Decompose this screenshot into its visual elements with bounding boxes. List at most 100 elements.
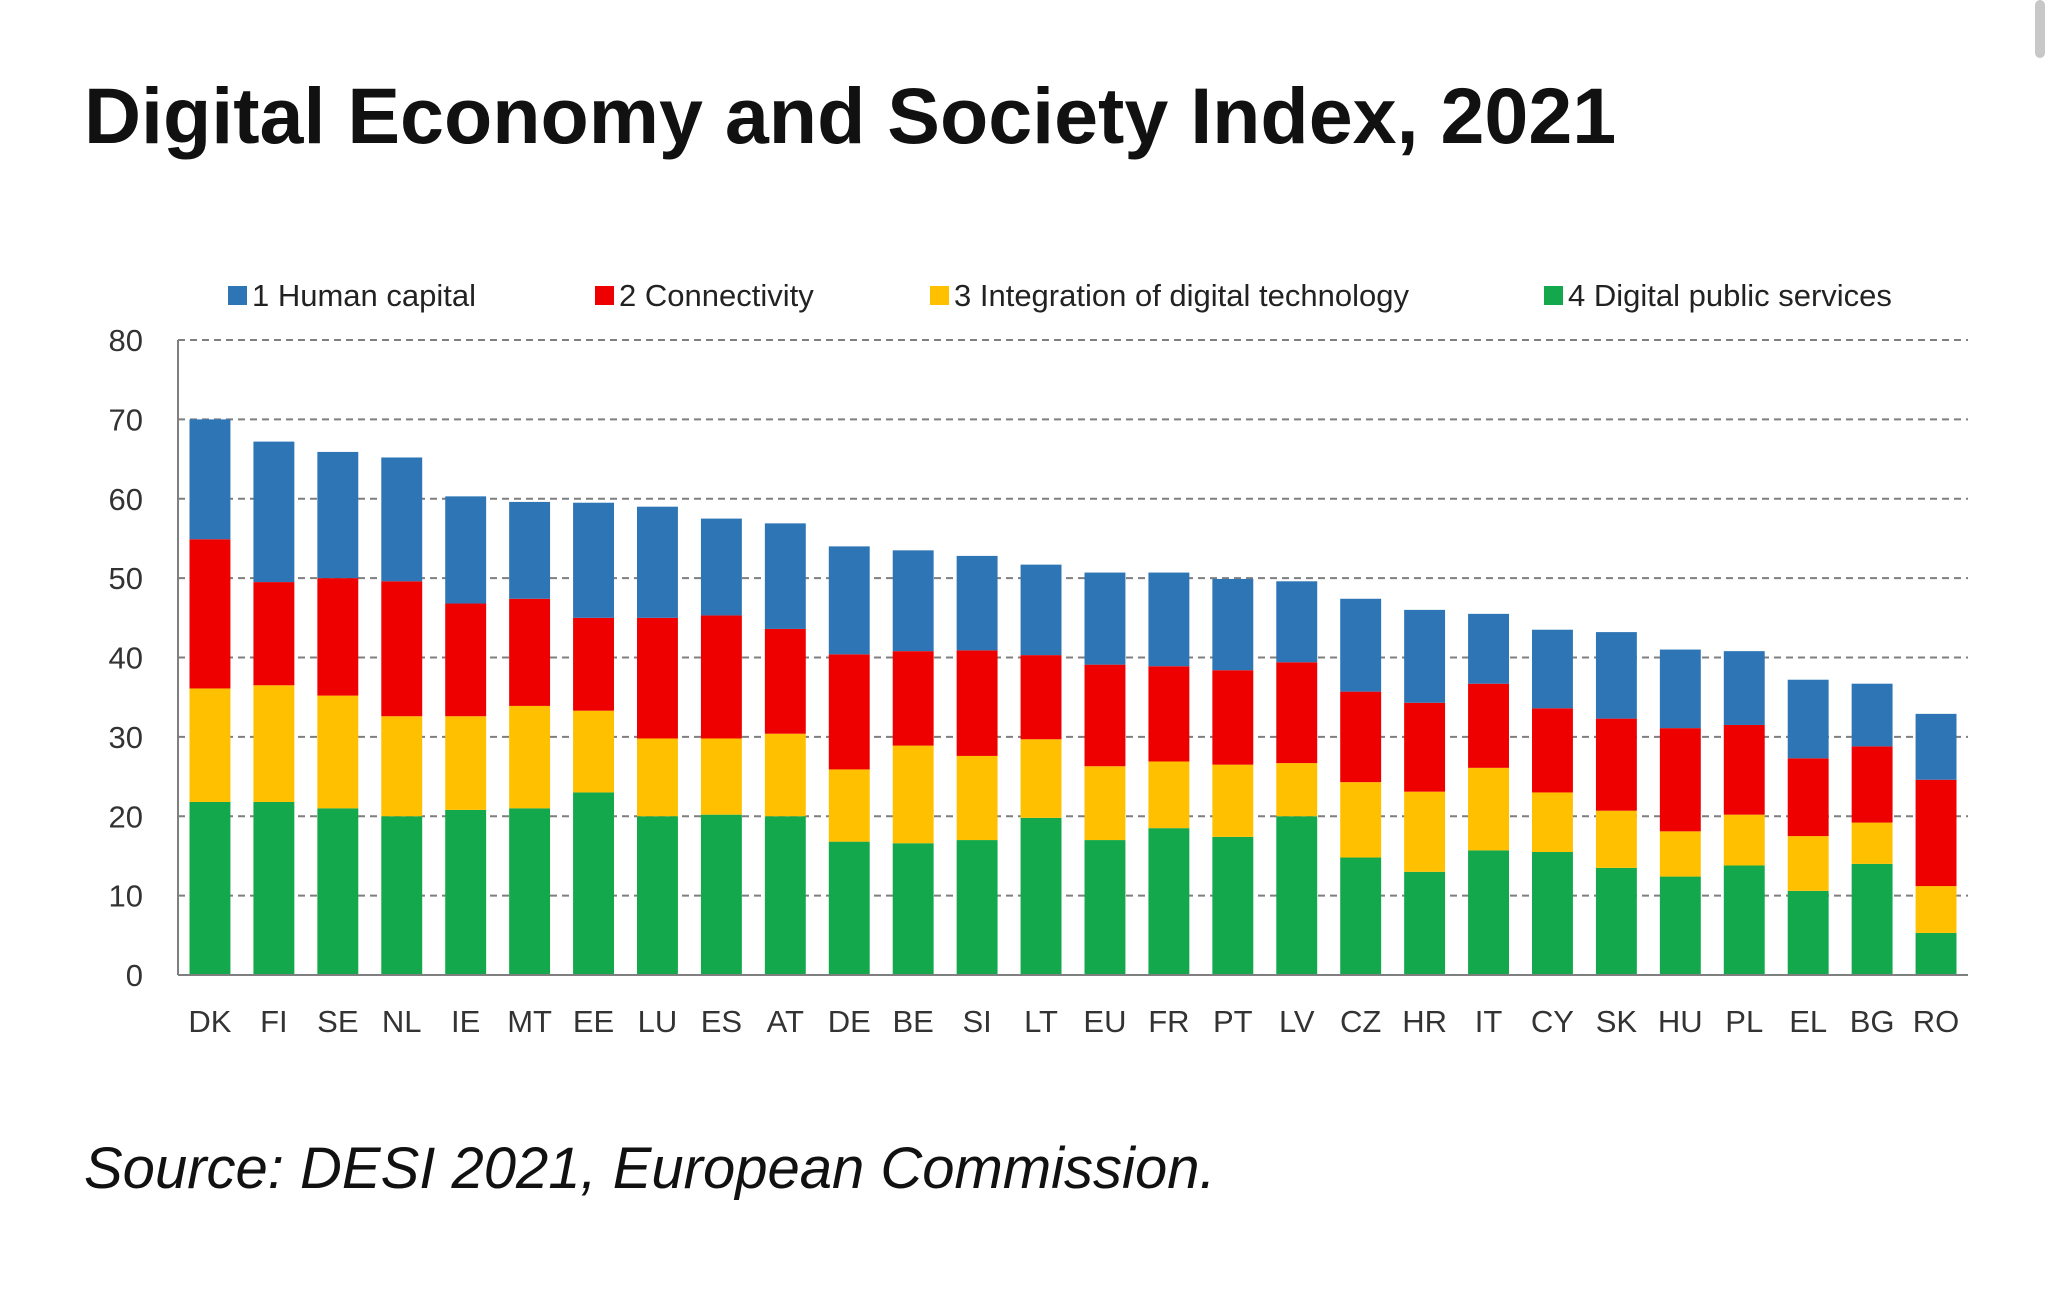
bar-segment xyxy=(381,816,423,975)
x-tick-label: EL xyxy=(1789,1004,1827,1039)
bar-segment xyxy=(1468,767,1509,851)
bar-segment xyxy=(1212,670,1254,765)
bar-segment xyxy=(509,501,551,599)
bar-segment xyxy=(1404,791,1446,872)
legend-label: 4 Digital public services xyxy=(1568,278,1892,313)
x-tick-label: AT xyxy=(767,1004,804,1039)
bar-segment xyxy=(445,809,487,975)
bar-segment xyxy=(317,451,359,579)
bar-segment xyxy=(1340,782,1382,858)
bar-segment xyxy=(573,792,614,975)
x-tick-label: HU xyxy=(1658,1004,1703,1039)
bar-segment xyxy=(700,814,742,975)
bar-segment xyxy=(1020,564,1062,656)
x-tick-label: RO xyxy=(1913,1004,1960,1039)
x-tick-label: IE xyxy=(451,1004,480,1039)
y-tick-label: 30 xyxy=(109,720,143,755)
bar-segment xyxy=(956,840,998,975)
bar-stack-lv xyxy=(1276,581,1318,975)
bar-segment xyxy=(637,617,678,739)
bar-segment xyxy=(764,523,806,629)
bar-segment xyxy=(1212,836,1254,975)
legend-item: 1 Human capital xyxy=(228,278,476,313)
legend-swatch xyxy=(930,286,949,305)
y-tick-label: 80 xyxy=(109,323,143,358)
x-tick-label: LT xyxy=(1024,1004,1058,1039)
chart-bars xyxy=(189,419,1957,975)
bar-segment xyxy=(1084,840,1126,975)
x-tick-label: CZ xyxy=(1340,1004,1381,1039)
bar-segment xyxy=(1020,655,1062,740)
bar-segment xyxy=(573,502,614,618)
bar-segment xyxy=(892,550,934,652)
bar-segment xyxy=(509,705,551,809)
y-tick-label: 50 xyxy=(109,561,143,596)
bar-stack-el xyxy=(1787,679,1829,975)
bar-segment xyxy=(253,685,295,802)
bar-stack-pl xyxy=(1723,651,1765,975)
bar-segment xyxy=(1276,581,1318,663)
bar-segment xyxy=(892,843,934,975)
bar-segment xyxy=(828,841,870,975)
bar-segment xyxy=(700,518,742,616)
x-tick-label: LU xyxy=(638,1004,678,1039)
bar-segment xyxy=(1212,764,1254,837)
bar-stack-cy xyxy=(1532,629,1573,975)
x-axis-ticks: DK FI SE NL IE MT EE LU ES AT DE BE SI LT EU FR PT LV CZ HR… xyxy=(188,1004,1959,1039)
bar-segment xyxy=(445,496,487,604)
bar-segment xyxy=(1723,814,1765,866)
bar-segment xyxy=(573,617,614,711)
bar-segment xyxy=(1020,739,1062,818)
bar-stack-mt xyxy=(509,501,551,975)
x-tick-label: BG xyxy=(1850,1004,1895,1039)
bar-segment xyxy=(1915,886,1957,933)
bar-segment xyxy=(1148,572,1190,667)
bar-stack-fr xyxy=(1148,572,1190,975)
x-tick-label: HR xyxy=(1402,1004,1447,1039)
x-tick-label: SI xyxy=(962,1004,991,1039)
bar-segment xyxy=(637,506,678,618)
y-tick-label: 20 xyxy=(109,799,143,834)
bar-segment xyxy=(1595,718,1637,811)
bar-segment xyxy=(764,733,806,817)
bar-stack-be xyxy=(892,550,934,975)
bar-segment xyxy=(1595,867,1637,975)
bar-stack-ie xyxy=(445,496,487,975)
scrollbar-indicator[interactable] xyxy=(2035,0,2045,58)
bar-segment xyxy=(253,441,295,583)
bar-segment xyxy=(1851,746,1893,823)
x-tick-label: SE xyxy=(317,1004,358,1039)
bar-stack-ee xyxy=(573,502,614,975)
bar-segment xyxy=(189,539,231,689)
bar-segment xyxy=(1915,779,1957,887)
bar-stack-se xyxy=(317,451,359,975)
bar-segment xyxy=(1851,683,1893,747)
bar-segment xyxy=(1659,876,1701,975)
bar-segment xyxy=(700,615,742,739)
bar-segment xyxy=(189,801,231,975)
bar-segment xyxy=(1340,598,1382,692)
bar-segment xyxy=(828,769,870,842)
legend-item: 4 Digital public services xyxy=(1544,278,1892,313)
bar-segment xyxy=(764,816,806,975)
x-tick-label: EU xyxy=(1083,1004,1126,1039)
bar-segment xyxy=(637,816,678,975)
bar-segment xyxy=(1084,766,1126,841)
y-tick-label: 70 xyxy=(109,402,143,437)
bar-segment xyxy=(1212,578,1254,671)
y-tick-label: 10 xyxy=(109,879,143,914)
bar-segment xyxy=(1787,758,1829,837)
bar-segment xyxy=(764,628,806,734)
y-axis-ticks: 0 10 20 30 40 50 60 70 80 xyxy=(109,323,143,993)
x-tick-label: BE xyxy=(892,1004,933,1039)
bar-segment xyxy=(1851,822,1893,864)
bar-segment xyxy=(700,738,742,815)
x-tick-label: DE xyxy=(828,1004,871,1039)
bar-segment xyxy=(1787,679,1829,759)
bar-segment xyxy=(1659,831,1701,877)
bar-segment xyxy=(1276,816,1318,975)
bar-segment xyxy=(1915,932,1957,975)
bar-segment xyxy=(445,716,487,810)
bar-segment xyxy=(381,716,423,817)
y-tick-label: 0 xyxy=(126,958,143,993)
